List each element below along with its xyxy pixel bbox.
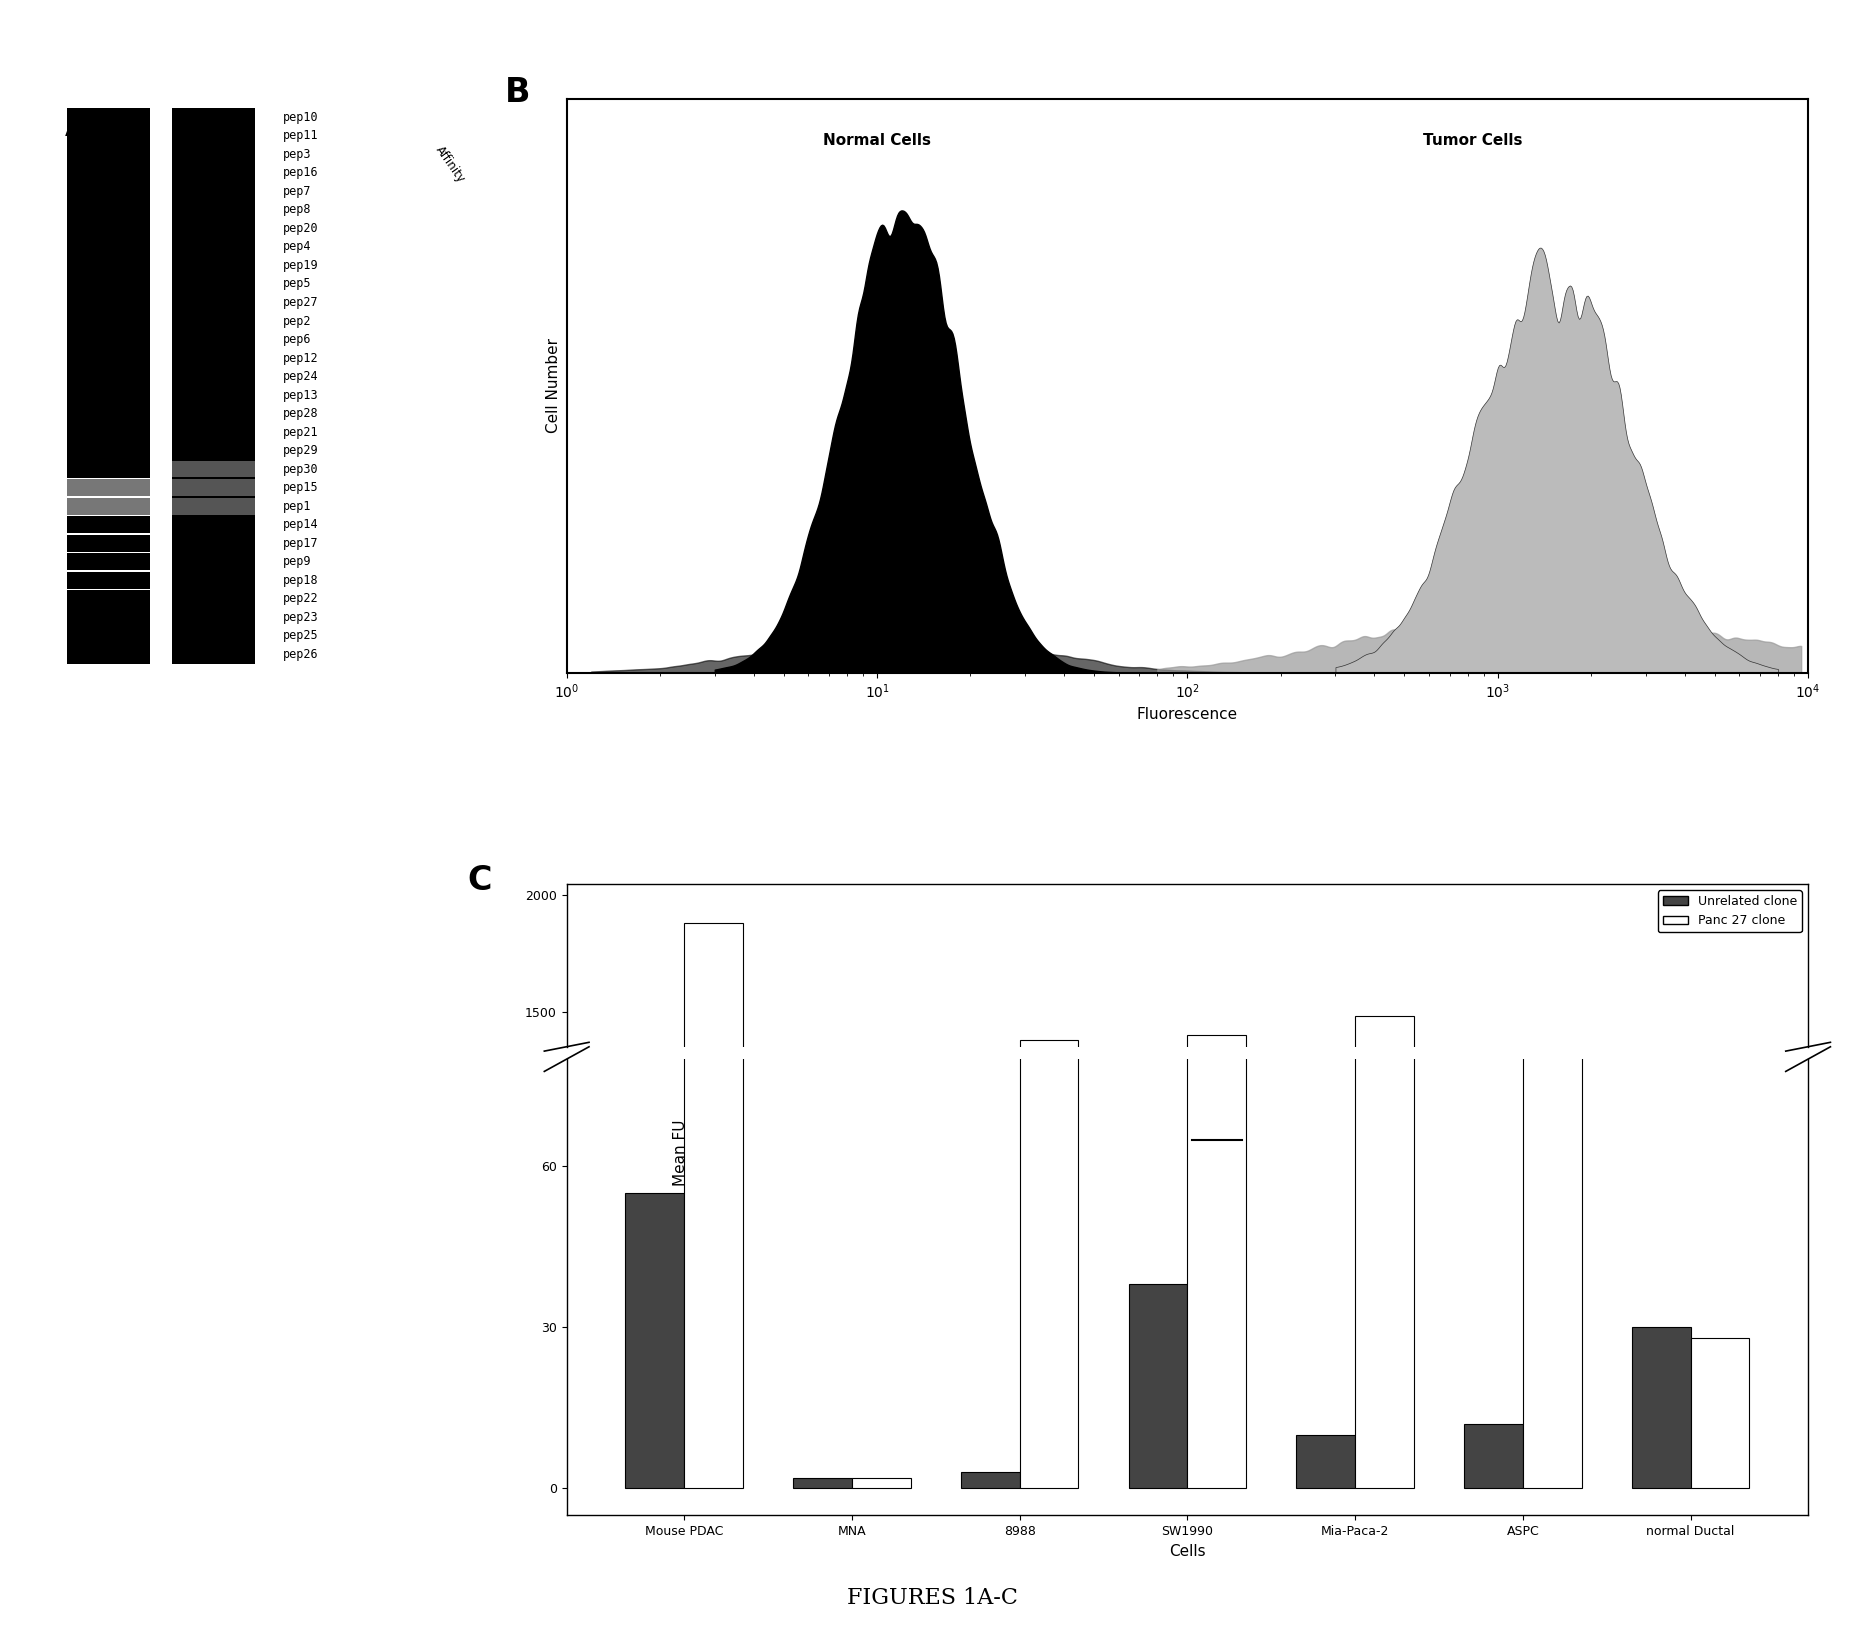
X-axis label: Cells: Cells [1169,1543,1206,1558]
Text: pep24: pep24 [283,371,319,384]
Text: pep20: pep20 [283,222,319,236]
Text: FIGURES 1A-C: FIGURES 1A-C [846,1586,1018,1609]
Bar [1523,1123,1583,1360]
Text: pep1: pep1 [283,499,311,512]
Bar [171,461,255,478]
Bar [171,497,255,514]
Text: pep22: pep22 [283,593,319,606]
Text: pep10: pep10 [283,110,319,124]
Text: pep7: pep7 [283,184,311,198]
Bar [852,1477,911,1489]
Text: pep29: pep29 [283,445,319,458]
Bar [67,497,151,514]
Bar [1187,0,1247,1489]
Bar [67,109,151,478]
Text: A: A [65,110,91,143]
Bar [1691,1337,1750,1489]
Text: pep2: pep2 [283,315,311,328]
Text: pep11: pep11 [283,130,319,142]
Text: pep5: pep5 [283,277,311,290]
Legend: Unrelated clone, Panc 27 clone: Unrelated clone, Panc 27 clone [1657,889,1802,932]
Bar [67,572,151,588]
Bar [1465,1359,1523,1360]
Bar [67,590,151,664]
Text: pep17: pep17 [283,537,319,550]
Bar [67,553,151,570]
Text: pep14: pep14 [283,519,319,532]
Bar [1633,1327,1691,1489]
Text: pep19: pep19 [283,259,319,272]
Bar [67,535,151,552]
Y-axis label: Cell Number: Cell Number [546,338,561,433]
Bar [626,1349,684,1360]
Text: pep12: pep12 [283,351,319,364]
Bar [1130,1352,1187,1360]
Text: Affinity: Affinity [432,143,468,184]
Text: pep27: pep27 [283,296,319,310]
X-axis label: Fluorescence: Fluorescence [1137,707,1238,721]
Text: pep15: pep15 [283,481,319,494]
Text: Mean FU: Mean FU [673,1120,688,1186]
Text: pep6: pep6 [283,333,311,346]
Bar [1465,1425,1523,1489]
Bar [171,479,255,496]
Bar [1355,1016,1415,1360]
Text: pep16: pep16 [283,166,319,180]
Bar [1355,0,1415,1489]
Text: Normal Cells: Normal Cells [824,133,930,148]
Bar [1691,1354,1750,1360]
Bar [794,1477,852,1489]
Bar [171,109,255,664]
Text: pep30: pep30 [283,463,319,476]
Bar [1297,1435,1355,1489]
Text: pep4: pep4 [283,240,311,254]
Text: pep21: pep21 [283,425,319,438]
Bar [684,0,744,1489]
Bar [962,1472,1020,1489]
Text: pep18: pep18 [283,573,319,586]
Bar [1633,1354,1691,1360]
Bar [1297,1359,1355,1360]
Text: pep9: pep9 [283,555,311,568]
Bar [67,517,151,534]
Text: pep13: pep13 [283,389,319,402]
Bar [1020,0,1079,1489]
Bar [684,924,744,1360]
Text: Specificity: Specificity [699,127,744,184]
Bar [1020,1039,1079,1360]
Text: pep28: pep28 [283,407,319,420]
Bar [67,479,151,496]
Text: pep23: pep23 [283,611,319,624]
Text: pep8: pep8 [283,204,311,216]
Text: B: B [505,76,529,109]
Text: pep3: pep3 [283,148,311,161]
Bar [626,1194,684,1489]
Text: pep25: pep25 [283,629,319,642]
Bar [1523,0,1583,1489]
Bar [1130,1285,1187,1489]
Text: Tumor Cells: Tumor Cells [1422,133,1523,148]
Text: pep26: pep26 [283,647,319,660]
Text: C: C [468,865,492,898]
Bar [1187,1034,1247,1360]
